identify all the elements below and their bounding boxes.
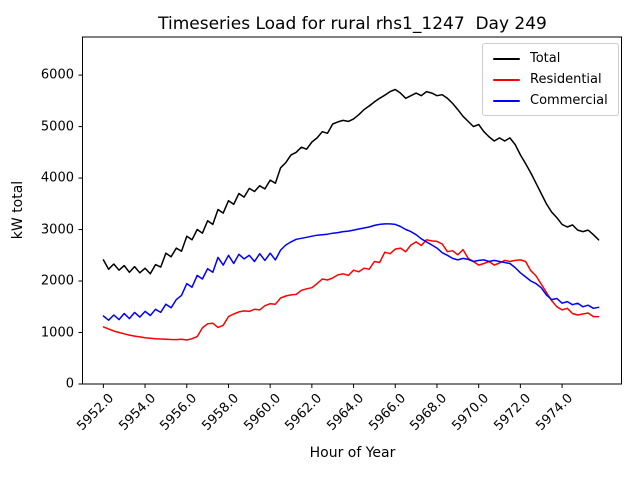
legend-label: Residential bbox=[530, 72, 602, 87]
legend-entry: Commercial bbox=[493, 94, 608, 107]
legend-swatch-commercial bbox=[493, 99, 520, 102]
legend-label: Total bbox=[530, 51, 561, 66]
legend-entry: Total bbox=[493, 52, 608, 65]
axes-frame bbox=[82, 36, 622, 385]
x-axis-label: Hour of Year bbox=[309, 445, 396, 461]
y-tick-label: 4000 bbox=[40, 170, 74, 186]
legend-swatch-total bbox=[493, 57, 520, 60]
legend-entry: Residential bbox=[493, 73, 608, 86]
line-residential bbox=[102, 239, 600, 341]
line-commercial bbox=[102, 223, 600, 321]
line-total bbox=[102, 88, 600, 275]
y-tick-label: 3000 bbox=[40, 222, 74, 238]
legend-swatch-residential bbox=[493, 78, 520, 81]
y-tick-label: 2000 bbox=[40, 273, 74, 289]
y-tick-label: 5000 bbox=[40, 119, 74, 135]
chart-title: Timeseries Load for rural rhs1_1247 Day … bbox=[158, 14, 547, 34]
legend-label: Commercial bbox=[530, 93, 608, 108]
y-tick-label: 6000 bbox=[40, 67, 74, 83]
y-axis-label: kW total bbox=[10, 180, 26, 240]
y-tick-label: 0 bbox=[65, 376, 74, 392]
legend: Total Residential Commercial bbox=[482, 43, 619, 116]
y-tick-label: 1000 bbox=[40, 325, 74, 341]
